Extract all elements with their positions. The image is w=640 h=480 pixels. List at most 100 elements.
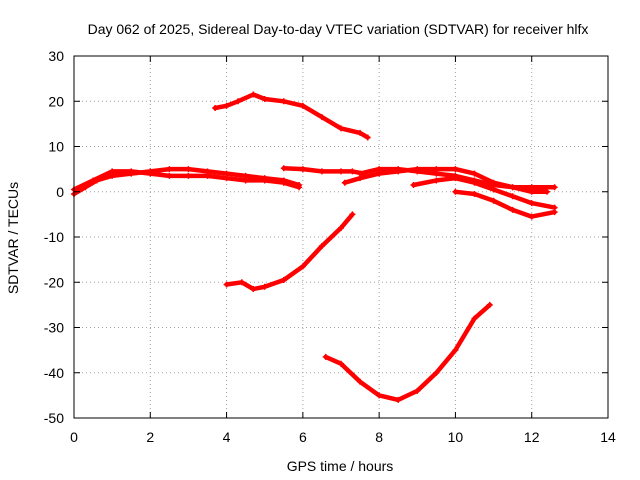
data-point [280, 165, 287, 172]
data-point [357, 378, 364, 385]
data-point [299, 263, 306, 270]
x-tick-label: 2 [146, 429, 154, 445]
data-point [185, 172, 192, 179]
data-point [235, 98, 242, 105]
data-point [471, 179, 478, 186]
y-tick-label: 20 [48, 93, 64, 109]
data-point [395, 396, 402, 403]
data-point [204, 172, 211, 179]
data-point [452, 347, 459, 354]
x-tick-label: 0 [70, 429, 78, 445]
data-point [364, 134, 371, 141]
x-tick-label: 14 [600, 429, 616, 445]
data-point [509, 184, 516, 191]
data-point [250, 286, 257, 293]
data-point [543, 188, 550, 195]
x-tick-label: 8 [375, 429, 383, 445]
data-point [341, 179, 348, 186]
data-point [238, 279, 245, 286]
y-tick-label: -20 [44, 274, 64, 290]
data-point [349, 168, 356, 175]
series-pass-10 [323, 302, 493, 403]
data-point [166, 166, 173, 173]
data-point [338, 360, 344, 367]
y-tick-label: -50 [44, 410, 64, 426]
chart-title: Day 062 of 2025, Sidereal Day-to-day VTE… [88, 21, 589, 37]
data-point [90, 177, 97, 184]
data-point [296, 184, 303, 191]
data-point [212, 105, 219, 112]
data-point [490, 186, 497, 193]
data-point [166, 172, 173, 179]
data-point [528, 213, 535, 220]
data-point [338, 125, 344, 132]
data-point [376, 166, 383, 173]
data-point [452, 188, 459, 195]
y-tick-label: -10 [44, 229, 64, 245]
data-point [261, 177, 268, 184]
data-point [486, 301, 493, 308]
data-point [509, 193, 516, 200]
data-point [250, 91, 257, 98]
data-point [223, 281, 230, 288]
data-point [551, 209, 558, 216]
data-point [318, 114, 325, 121]
data-point [395, 166, 402, 173]
y-tick-label: 30 [48, 48, 64, 64]
data-point [471, 315, 478, 322]
data-point [357, 170, 364, 177]
data-point [242, 177, 249, 184]
series-pass-8 [453, 189, 557, 219]
data-point [318, 243, 325, 250]
data-point [433, 177, 440, 184]
data-point [322, 353, 329, 360]
data-point [338, 224, 344, 231]
x-axis-label: GPS time / hours [287, 458, 394, 474]
series-pass-7 [411, 175, 557, 210]
data-point [185, 166, 192, 173]
y-tick-label: 10 [48, 139, 64, 155]
y-axis-label: SDTVAR / TECUs [5, 182, 21, 294]
data-point [376, 392, 383, 399]
data-point [452, 166, 459, 173]
data-point [128, 168, 135, 175]
y-tick-label: -40 [44, 365, 64, 381]
data-point [414, 387, 421, 394]
data-point [471, 170, 478, 177]
data-point [109, 168, 116, 175]
data-point [299, 166, 306, 173]
data-point [223, 175, 230, 182]
x-tick-label: 6 [299, 429, 307, 445]
data-point [349, 211, 356, 218]
x-tick-label: 10 [448, 429, 464, 445]
x-tick-label: 12 [524, 429, 540, 445]
data-point [318, 168, 325, 175]
data-point [551, 184, 558, 191]
x-axis-ticks: 0 2 4 6 8 10 12 14 [70, 56, 616, 445]
data-point [490, 197, 497, 204]
data-point [280, 98, 287, 105]
data-point [509, 206, 516, 213]
data-point [280, 276, 287, 283]
data-point [433, 170, 440, 177]
data-point [433, 369, 440, 376]
data-point [147, 170, 154, 177]
data-point [223, 102, 230, 109]
data-point [357, 129, 364, 136]
series-pass-9 [224, 212, 355, 292]
data-point [528, 200, 535, 207]
grid-lines [74, 56, 608, 418]
data-point [452, 175, 459, 182]
data-point [528, 184, 535, 191]
y-axis-ticks: 30 20 10 0 -10 -20 -30 -40 -50 [44, 48, 608, 426]
data-point [410, 181, 417, 188]
y-tick-label: 0 [56, 184, 64, 200]
data-point [414, 168, 421, 175]
data-point [299, 102, 306, 109]
data-point [280, 179, 287, 186]
data-point [471, 191, 478, 198]
x-tick-label: 4 [223, 429, 231, 445]
data-point [261, 95, 268, 102]
y-tick-label: -30 [44, 320, 64, 336]
data-point [261, 283, 268, 290]
